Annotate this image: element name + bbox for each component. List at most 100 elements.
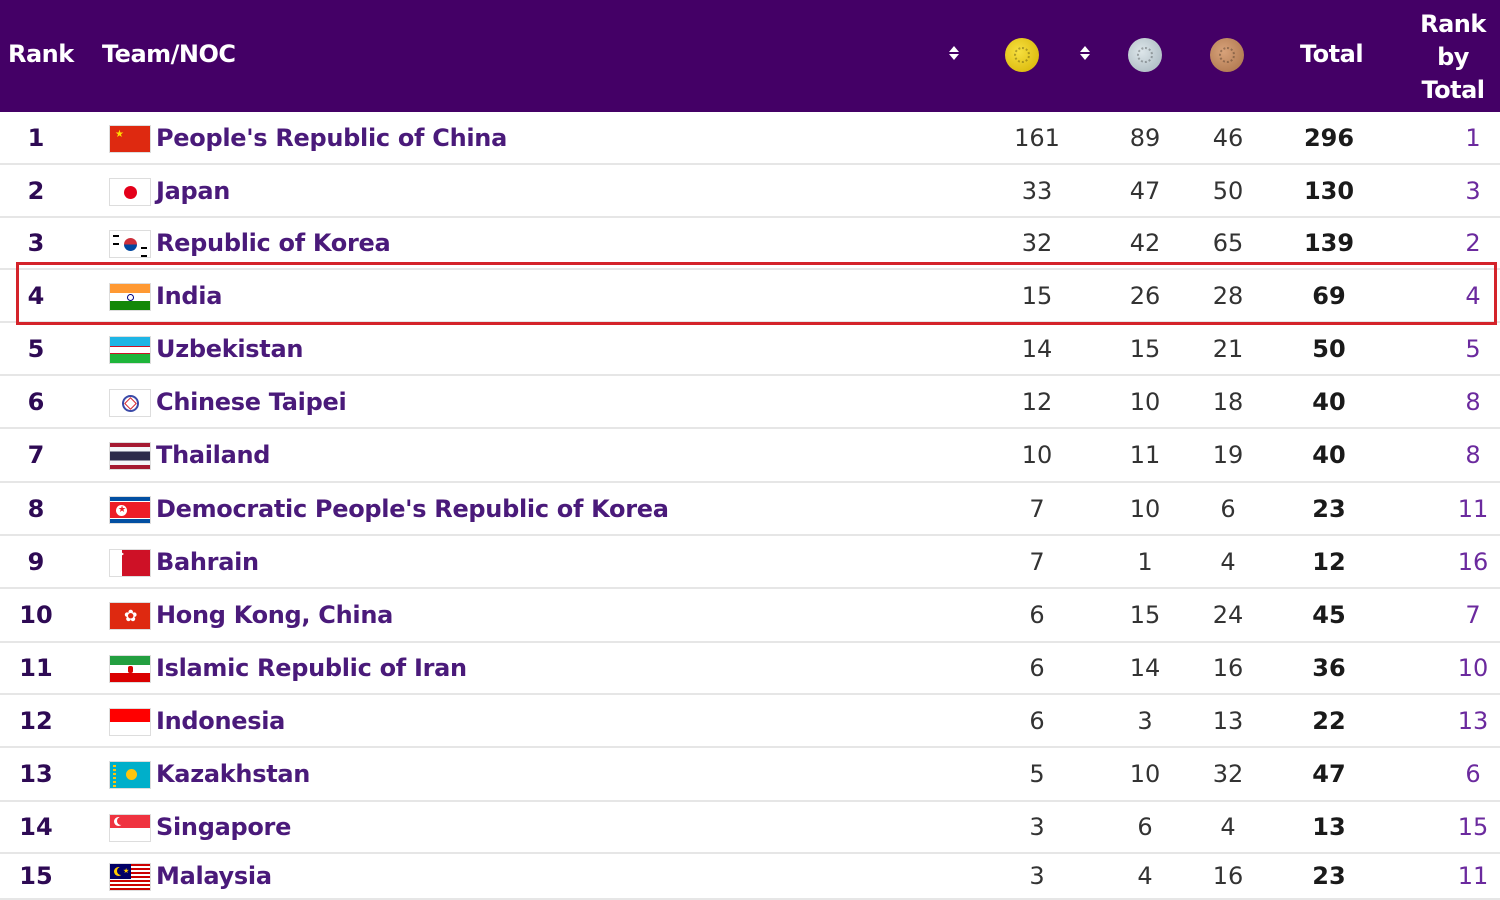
total-count: 23 [1312,862,1346,890]
bronze-medal-icon [1210,38,1244,72]
table-row[interactable]: 8 ★ Democratic People's Republic of Korea 7… [0,483,1500,536]
gold-count: 12 [1021,388,1053,416]
team-name-link[interactable]: Japan [156,177,231,205]
malaysia-flag-icon: ★ [109,863,151,891]
rank-by-total: 11 [1457,862,1489,890]
uzbekistan-flag-icon [109,336,151,364]
kazakhstan-flag-icon [109,761,151,789]
table-row[interactable]: 4 India 15 26 28 69 4 [0,270,1500,323]
header-team[interactable]: Team/NOC [102,40,236,68]
header-rank-by-total[interactable]: Rank by Total [1420,10,1486,104]
silver-count: 3 [1137,707,1153,735]
indonesia-flag-icon [109,708,151,736]
silver-count: 10 [1129,388,1161,416]
bronze-count: 21 [1212,335,1244,363]
gold-count: 6 [1029,654,1045,682]
team-name-link[interactable]: Democratic People's Republic of Korea [156,495,669,523]
gold-count: 15 [1021,282,1053,310]
silver-count: 10 [1129,760,1161,788]
rank-cell: 13 [19,760,53,788]
rank-cell: 10 [19,601,53,629]
total-count: 12 [1312,548,1346,576]
table-row[interactable]: 10 ✿ Hong Kong, China 6 15 24 45 7 [0,589,1500,643]
rank-cell: 1 [27,124,45,152]
rank-cell: 6 [27,388,45,416]
table-row[interactable]: 6 Chinese Taipei 12 10 18 40 8 [0,376,1500,429]
rank-cell: 12 [19,707,53,735]
bronze-count: 4 [1220,813,1236,841]
rank-by-total: 8 [1465,441,1481,469]
bronze-count: 4 [1220,548,1236,576]
rank-by-total: 16 [1457,548,1489,576]
japan-flag-icon [109,178,151,206]
table-header: Rank Team/NOC Total Rank by Total [0,0,1500,112]
team-name-link[interactable]: Singapore [156,813,292,841]
silver-count: 47 [1129,177,1161,205]
silver-count: 6 [1137,813,1153,841]
bronze-count: 6 [1220,495,1236,523]
header-rank[interactable]: Rank [8,40,74,68]
table-row[interactable]: 3 Republic of Korea 32 42 65 139 2 [0,218,1500,270]
header-total[interactable]: Total [1300,40,1364,68]
team-name-link[interactable]: Islamic Republic of Iran [156,654,467,682]
total-count: 13 [1312,813,1346,841]
gold-count: 10 [1021,441,1053,469]
silver-count: 4 [1137,862,1153,890]
silver-count: 14 [1129,654,1161,682]
silver-count: 89 [1129,124,1161,152]
team-name-link[interactable]: Malaysia [156,862,272,890]
total-count: 36 [1312,654,1346,682]
table-row[interactable]: 5 Uzbekistan 14 15 21 50 5 [0,323,1500,376]
sort-silver-icon[interactable] [1080,46,1090,62]
rank-by-total: 15 [1457,813,1489,841]
team-name-link[interactable]: Chinese Taipei [156,388,347,416]
table-row[interactable]: 9 Bahrain 7 1 4 12 16 [0,536,1500,589]
table-row[interactable]: 2 Japan 33 47 50 130 3 [0,165,1500,218]
table-row[interactable]: 11 Islamic Republic of Iran 6 14 16 36 10 [0,643,1500,695]
rank-by-total: 10 [1457,654,1489,682]
rank-cell: 7 [27,441,45,469]
rank-by-total: 8 [1465,388,1481,416]
rank-cell: 9 [27,548,45,576]
bronze-count: 13 [1212,707,1244,735]
silver-count: 1 [1137,548,1153,576]
table-row[interactable]: 13 Kazakhstan 5 10 32 47 6 [0,748,1500,802]
team-name-link[interactable]: Thailand [156,441,271,469]
total-count: 22 [1312,707,1346,735]
rank-cell: 4 [27,282,45,310]
team-name-link[interactable]: Bahrain [156,548,259,576]
total-count: 23 [1312,495,1346,523]
bronze-count: 24 [1212,601,1244,629]
team-name-link[interactable]: Uzbekistan [156,335,304,363]
table-row[interactable]: 14 Singapore 3 6 4 13 15 [0,802,1500,854]
table-row[interactable]: 7 Thailand 10 11 19 40 8 [0,429,1500,483]
gold-count: 32 [1021,229,1053,257]
rank-cell: 14 [19,813,53,841]
total-count: 69 [1312,282,1346,310]
table-row[interactable]: 12 Indonesia 6 3 13 22 13 [0,695,1500,748]
team-name-link[interactable]: Indonesia [156,707,286,735]
team-name-link[interactable]: Kazakhstan [156,760,311,788]
bronze-count: 46 [1212,124,1244,152]
bahrain-flag-icon [109,549,151,577]
bronze-count: 18 [1212,388,1244,416]
bronze-count: 16 [1212,654,1244,682]
team-name-link[interactable]: People's Republic of China [156,124,507,152]
team-name-link[interactable]: India [156,282,223,310]
sort-gold-icon[interactable] [949,46,959,62]
gold-count: 5 [1029,760,1045,788]
team-name-link[interactable]: Republic of Korea [156,229,391,257]
rank-cell: 11 [19,654,53,682]
rank-cell: 2 [27,177,45,205]
gold-medal-icon [1005,38,1039,72]
table-row[interactable]: 15 ★ Malaysia 3 4 16 23 11 [0,854,1500,900]
rank-by-total: 5 [1465,335,1481,363]
team-name-link[interactable]: Hong Kong, China [156,601,394,629]
table-row[interactable]: 1 ★ People's Republic of China 161 89 46 296 1 [0,112,1500,165]
rank-by-total: 11 [1457,495,1489,523]
gold-count: 6 [1029,707,1045,735]
total-count: 45 [1312,601,1346,629]
rank-by-total: 13 [1457,707,1489,735]
rank-by-total: 6 [1465,760,1481,788]
